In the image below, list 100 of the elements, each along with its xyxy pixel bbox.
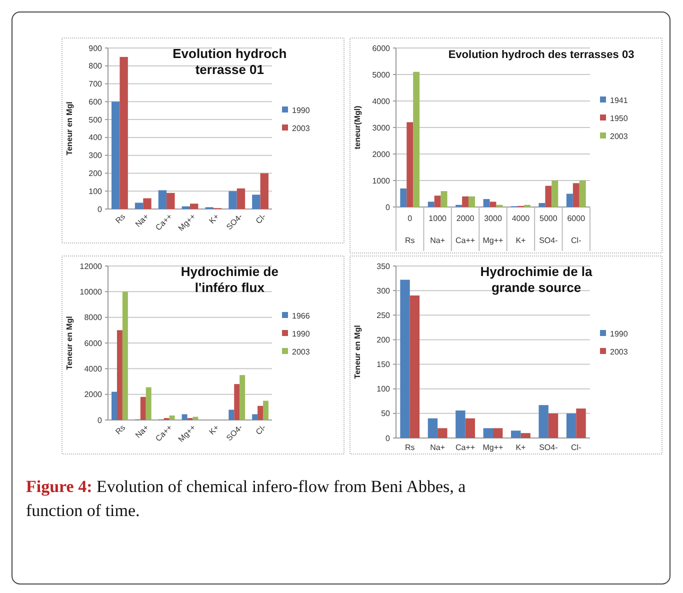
bar bbox=[566, 413, 576, 438]
bar bbox=[483, 199, 490, 207]
y-axis-title: teneur(Mgl) bbox=[353, 105, 362, 150]
bar bbox=[234, 384, 240, 420]
y-tick-label: 0 bbox=[98, 416, 103, 425]
bar bbox=[428, 418, 438, 438]
y-tick-label: 2000 bbox=[84, 390, 103, 400]
bar bbox=[190, 204, 198, 209]
bar bbox=[538, 405, 548, 438]
bar bbox=[576, 408, 586, 438]
x-tick-label: SO4- bbox=[539, 443, 558, 452]
x-tick-label: Ca++ bbox=[455, 443, 476, 452]
legend-label: 1950 bbox=[610, 114, 628, 123]
y-tick-label: 6000 bbox=[84, 338, 103, 348]
bar bbox=[140, 396, 146, 420]
x-tick-label: Cl- bbox=[254, 422, 268, 437]
chart-title: Evolution hydroch des terrasses 03 bbox=[448, 49, 634, 61]
category-label: 0 Rs bbox=[404, 214, 415, 245]
category-label: 5000 SO4- bbox=[539, 214, 558, 245]
bar bbox=[456, 410, 466, 438]
bar bbox=[252, 194, 260, 209]
text: Evolution hydroch terrasse 01 bbox=[172, 46, 287, 77]
bar bbox=[490, 202, 496, 207]
y-tick-label: 300 bbox=[88, 151, 103, 160]
text: Hydrochimie de l'inféro flux bbox=[180, 264, 278, 295]
bar bbox=[566, 194, 573, 207]
legend-label: 2003 bbox=[292, 124, 310, 133]
legend-label: 1990 bbox=[610, 329, 628, 338]
y-tick-label: 12000 bbox=[80, 262, 103, 271]
x-tick-label: Rs bbox=[404, 443, 415, 452]
bar bbox=[240, 375, 246, 420]
category-label: 6000 Cl- bbox=[567, 214, 586, 245]
bar bbox=[166, 192, 175, 209]
bar bbox=[146, 387, 152, 420]
bar bbox=[182, 206, 190, 209]
y-tick-label: 3000 bbox=[372, 123, 391, 132]
x-tick-label: Cl- bbox=[571, 443, 582, 452]
y-tick-label: 350 bbox=[376, 262, 391, 271]
bar bbox=[116, 330, 122, 420]
y-tick-label: 700 bbox=[88, 80, 103, 89]
bar bbox=[192, 416, 198, 420]
bar bbox=[548, 413, 558, 438]
bar bbox=[134, 202, 144, 209]
legend-label: 1990 bbox=[292, 329, 310, 338]
y-tick-label: 0 bbox=[386, 202, 391, 212]
y-tick-label: 800 bbox=[88, 62, 103, 71]
bar bbox=[538, 203, 546, 207]
bar bbox=[493, 428, 503, 438]
bar bbox=[400, 280, 410, 438]
y-tick-label: 6000 bbox=[372, 44, 391, 53]
legend-label: 1966 bbox=[292, 311, 310, 320]
x-tick-label: Na+ bbox=[134, 212, 151, 229]
legend-label: 1990 bbox=[292, 106, 310, 115]
y-axis-title: Teneur en Mgl bbox=[65, 316, 74, 370]
bar bbox=[520, 433, 530, 438]
bar bbox=[122, 292, 128, 420]
x-tick-label: Cl- bbox=[254, 212, 268, 226]
x-tick-label: Rs bbox=[114, 212, 128, 226]
y-tick-label: 900 bbox=[88, 44, 103, 53]
y-tick-label: 500 bbox=[88, 115, 103, 124]
y-tick-label: 100 bbox=[88, 186, 103, 196]
bar bbox=[252, 414, 258, 420]
x-tick-label: K+ bbox=[516, 443, 526, 452]
x-tick-label: K+ bbox=[207, 422, 222, 436]
y-tick-label: 50 bbox=[381, 409, 391, 418]
bar bbox=[169, 416, 175, 420]
y-tick-label: 250 bbox=[376, 310, 391, 320]
bar bbox=[438, 428, 448, 438]
y-tick-label: 200 bbox=[376, 336, 391, 345]
y-tick-label: 400 bbox=[88, 133, 103, 142]
bar bbox=[468, 196, 475, 207]
x-tick-label: Rs bbox=[114, 423, 128, 436]
bar bbox=[228, 191, 237, 209]
y-tick-label: 100 bbox=[376, 384, 391, 394]
y-axis-title: Teneur en Mgl bbox=[353, 325, 362, 379]
x-tick-label: Na+ bbox=[430, 443, 446, 452]
category-label: 4000 K+ bbox=[512, 214, 530, 245]
bar bbox=[182, 414, 188, 420]
bar bbox=[236, 188, 246, 209]
bar bbox=[413, 72, 420, 207]
caption: Figure 4: Evolution of chemical infero-flow from Beni Abbes, a function of time. bbox=[26, 477, 466, 520]
bar bbox=[428, 202, 434, 207]
bar bbox=[572, 183, 580, 207]
bar bbox=[465, 418, 475, 438]
y-tick-label: 0 bbox=[98, 204, 103, 214]
y-tick-label: 600 bbox=[88, 97, 103, 106]
bar bbox=[120, 56, 128, 209]
bar bbox=[112, 102, 120, 209]
y-tick-label: 8000 bbox=[84, 313, 103, 322]
bar bbox=[112, 392, 117, 420]
legend-label: 1941 bbox=[610, 96, 628, 105]
legend-label: 2003 bbox=[292, 347, 310, 356]
x-tick-label: Na+ bbox=[134, 422, 151, 440]
bar bbox=[434, 196, 441, 207]
x-tick-label: K+ bbox=[207, 212, 222, 226]
bar bbox=[143, 198, 152, 209]
bar bbox=[545, 186, 552, 207]
bar bbox=[552, 180, 558, 207]
bar bbox=[158, 190, 167, 209]
category-label: 3000 Mg++ bbox=[482, 214, 504, 245]
